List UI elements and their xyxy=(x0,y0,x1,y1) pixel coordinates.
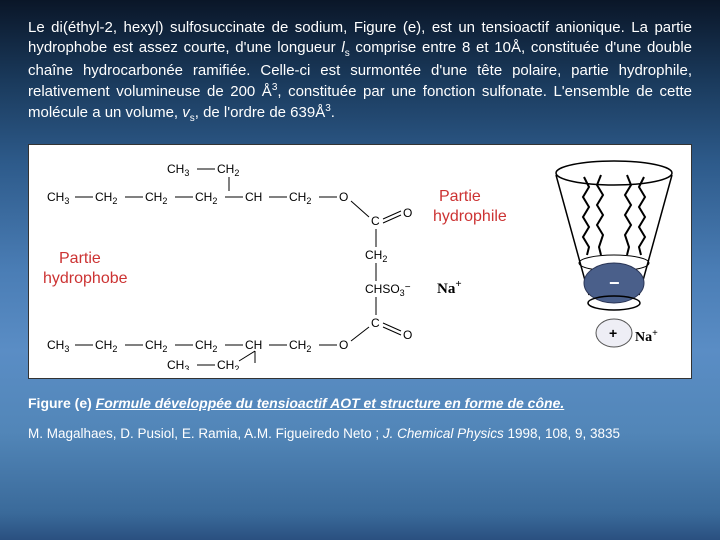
svg-text:CH2: CH2 xyxy=(95,190,117,206)
svg-text:CH2: CH2 xyxy=(145,190,167,206)
ref-journal: J. Chemical Physics xyxy=(383,426,504,441)
svg-text:+: + xyxy=(609,325,617,341)
svg-text:hydrophobe: hydrophobe xyxy=(43,270,128,287)
body-4: , de l'ordre de 639Å xyxy=(195,104,325,121)
svg-text:CH3: CH3 xyxy=(167,358,189,370)
svg-text:Na+: Na+ xyxy=(635,328,658,345)
svg-text:CH2: CH2 xyxy=(195,338,217,354)
compound-name: Le di(éthyl-2, hexyl) sulfosuccinate de … xyxy=(28,19,347,36)
svg-text:C: C xyxy=(371,316,380,330)
svg-text:CH2: CH2 xyxy=(217,162,239,178)
svg-text:CH2: CH2 xyxy=(145,338,167,354)
svg-text:CH: CH xyxy=(245,338,262,352)
svg-text:−: − xyxy=(609,273,620,293)
var-v: v xyxy=(182,104,190,121)
svg-text:CH2: CH2 xyxy=(217,358,239,370)
svg-text:CH: CH xyxy=(245,190,262,204)
svg-text:O: O xyxy=(339,190,348,204)
svg-text:CH2: CH2 xyxy=(195,190,217,206)
period: . xyxy=(331,104,335,121)
svg-text:CH2: CH2 xyxy=(365,248,387,264)
molecule-svg: CH3 CH2 CH3 CH2 CH2 CH2 CH CH2 O C xyxy=(39,155,519,370)
figure-caption: Figure (e) Formule développée du tensioa… xyxy=(0,387,720,415)
svg-text:CH2: CH2 xyxy=(95,338,117,354)
svg-text:CHSO3−: CHSO3− xyxy=(365,282,411,298)
svg-text:Partie: Partie xyxy=(59,250,101,267)
reference-text: M. Magalhaes, D. Pusiol, E. Ramia, A.M. … xyxy=(0,415,720,443)
svg-text:CH2: CH2 xyxy=(289,338,311,354)
cone-diagram: − + Na+ xyxy=(529,145,694,378)
svg-text:CH3: CH3 xyxy=(47,190,69,206)
svg-text:Partie: Partie xyxy=(439,188,481,205)
svg-text:hydrophile: hydrophile xyxy=(433,208,507,225)
chemical-structure: CH3 CH2 CH3 CH2 CH2 CH2 CH CH2 O C xyxy=(29,145,529,378)
ref-authors: M. Magalhaes, D. Pusiol, E. Ramia, A.M. … xyxy=(28,426,383,441)
svg-text:CH3: CH3 xyxy=(167,162,189,178)
ref-rest: 1998, 108, 9, 3835 xyxy=(504,426,620,441)
svg-text:O: O xyxy=(339,338,348,352)
cone-svg: − + Na+ xyxy=(539,155,689,370)
svg-text:C: C xyxy=(371,214,380,228)
figure-ref: Figure (e), xyxy=(354,19,426,36)
caption-bold: Figure (e) xyxy=(28,395,92,411)
svg-text:CH3: CH3 xyxy=(47,338,69,354)
description-paragraph: Le di(éthyl-2, hexyl) sulfosuccinate de … xyxy=(0,0,720,136)
svg-text:Na+: Na+ xyxy=(437,278,462,297)
svg-text:O: O xyxy=(403,328,412,342)
caption-italic: Formule développée du tensioactif AOT et… xyxy=(96,395,565,411)
figure-panel: CH3 CH2 CH3 CH2 CH2 CH2 CH CH2 O C xyxy=(28,144,692,379)
svg-text:O: O xyxy=(403,206,412,220)
svg-text:CH2: CH2 xyxy=(289,190,311,206)
